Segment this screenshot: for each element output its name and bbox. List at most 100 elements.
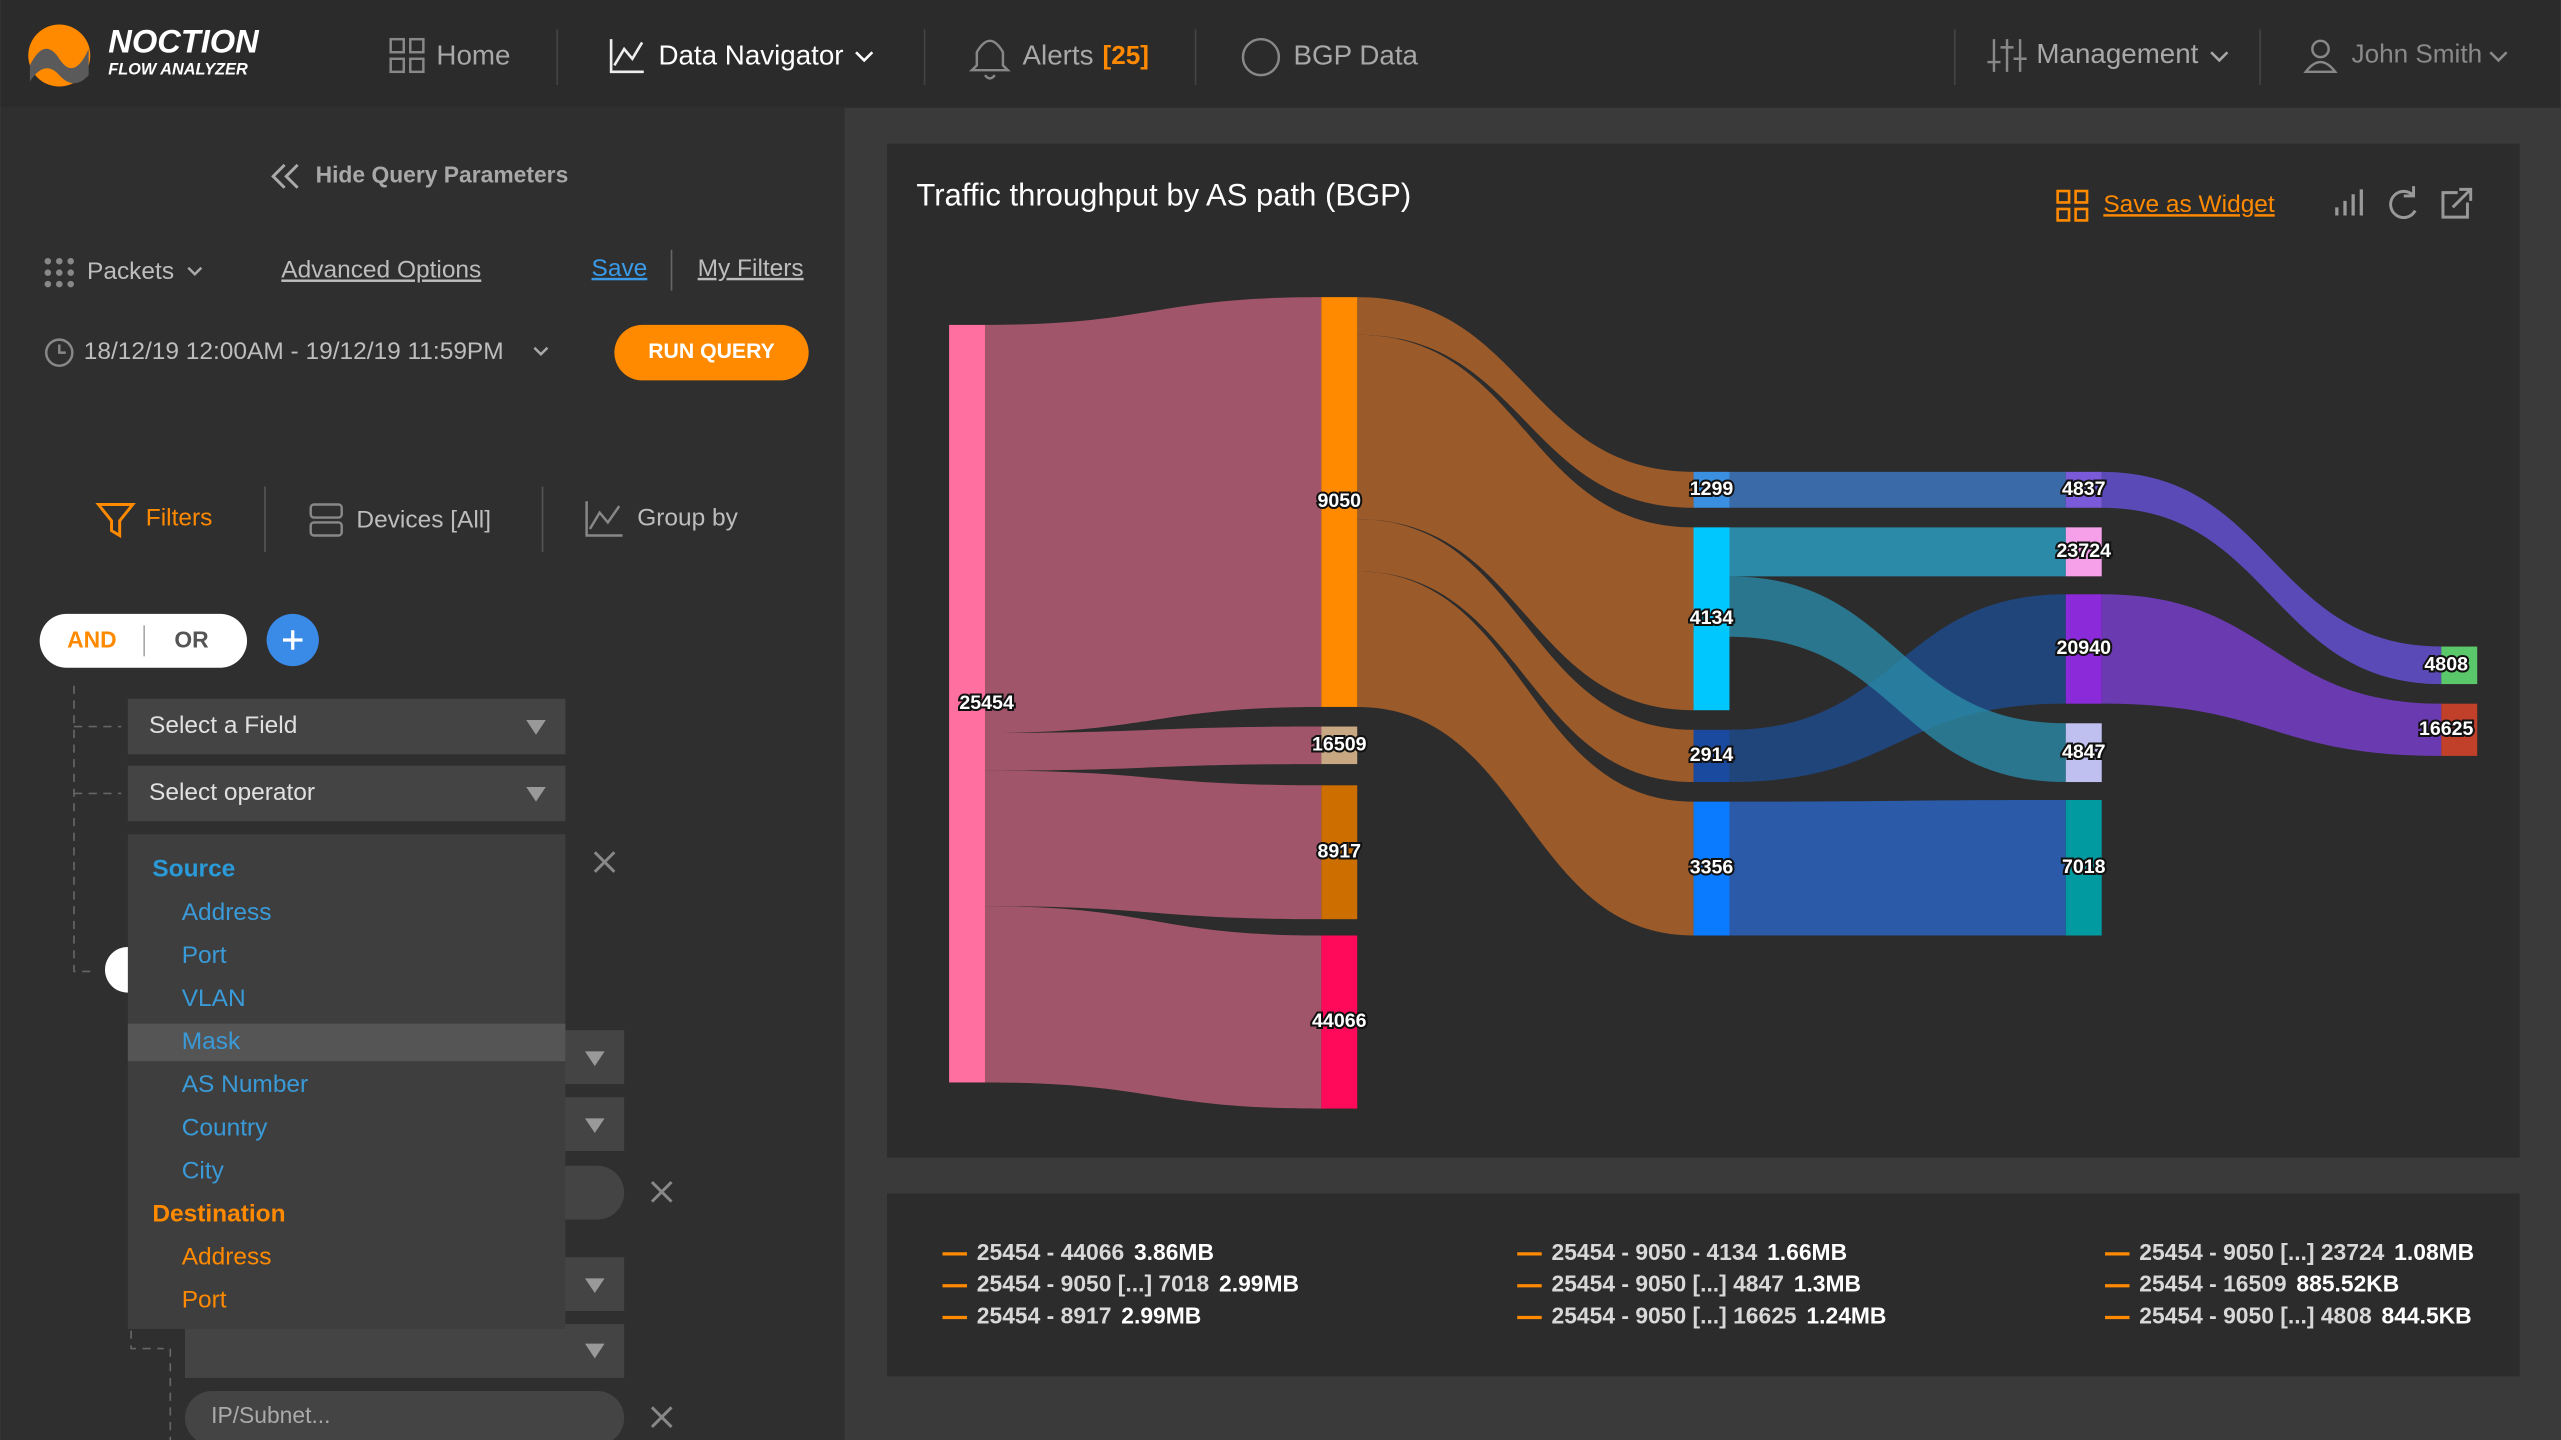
sankey-node bbox=[2065, 723, 2102, 783]
sankey-node bbox=[949, 324, 985, 1083]
sankey-link bbox=[1357, 571, 1694, 936]
devices-icon bbox=[309, 521, 343, 537]
caret bbox=[526, 786, 546, 802]
sankey-node bbox=[2065, 594, 2102, 704]
select-field-label: Select a Field bbox=[149, 712, 297, 739]
sankey-link bbox=[1729, 527, 2066, 577]
nav-management[interactable]: Management bbox=[2036, 38, 2198, 69]
save-widget[interactable]: Save as Widget bbox=[2103, 191, 2275, 218]
dropdown-item[interactable]: Address bbox=[182, 1244, 272, 1271]
home-icon bbox=[409, 57, 425, 74]
sankey-node bbox=[1693, 527, 1730, 711]
sankey-node bbox=[2441, 703, 2478, 756]
alerts-count: [25] bbox=[1103, 40, 1149, 70]
tab[interactable]: Devices [All] bbox=[356, 506, 491, 533]
remove-icon[interactable] bbox=[593, 851, 616, 873]
legend-entry: 25454 - 9050 [...] 16625 bbox=[1552, 1303, 1797, 1329]
management-icon bbox=[1987, 39, 2027, 72]
widget-icon bbox=[2056, 189, 2089, 222]
home-icon bbox=[389, 57, 405, 74]
save-link[interactable]: Save bbox=[592, 255, 648, 282]
select-empty[interactable] bbox=[184, 1324, 625, 1378]
dropdown-item[interactable]: Mask bbox=[182, 1028, 241, 1055]
dropdown-group: Source bbox=[152, 856, 235, 883]
node-label: 4808 bbox=[2424, 653, 2468, 675]
node-label: 8917 bbox=[1317, 840, 1361, 862]
legend-size: 1.66MB bbox=[1767, 1239, 1847, 1265]
legend-entry: 25454 - 9050 [...] 7018 bbox=[977, 1271, 1209, 1297]
dropdown-item[interactable]: VLAN bbox=[182, 985, 246, 1012]
sankey-link bbox=[1357, 519, 1694, 783]
caret bbox=[584, 1343, 605, 1359]
chevron bbox=[855, 51, 874, 63]
date-range[interactable]: 18/12/19 12:00AM - 19/12/19 11:59PM bbox=[84, 338, 504, 365]
sankey-link bbox=[1357, 297, 1694, 508]
dropdown-item[interactable]: Port bbox=[182, 1287, 227, 1314]
packets-select[interactable]: Packets bbox=[87, 258, 174, 285]
node-label: 25454 bbox=[959, 692, 1014, 714]
sankey-node bbox=[1693, 729, 1730, 783]
sankey-node bbox=[2065, 800, 2102, 936]
node-label: 4847 bbox=[2062, 741, 2106, 763]
legend-size: 1.3MB bbox=[1794, 1271, 1861, 1297]
top-nav bbox=[0, 0, 2561, 108]
dropdown-item[interactable]: Address bbox=[182, 899, 272, 926]
remove-icon[interactable] bbox=[650, 1181, 673, 1203]
nav-home[interactable]: Home bbox=[436, 39, 510, 70]
devices-icon bbox=[309, 503, 343, 519]
sankey-link bbox=[1357, 334, 1694, 711]
legend-size: 3.86MB bbox=[1134, 1239, 1214, 1265]
tree-line bbox=[73, 685, 122, 973]
bgp-icon bbox=[1241, 37, 1281, 77]
sankey-node bbox=[1693, 471, 1730, 508]
sankey-link bbox=[984, 297, 1322, 734]
remove-icon[interactable] bbox=[650, 1406, 673, 1428]
chevron bbox=[2489, 51, 2508, 63]
tab[interactable]: Group by bbox=[637, 505, 738, 532]
node-label: 3356 bbox=[1690, 857, 1734, 879]
brand-sub: FLOW ANALYZER bbox=[108, 61, 248, 79]
dropdown-item[interactable]: Country bbox=[182, 1114, 268, 1141]
dropdown-item[interactable]: AS Number bbox=[182, 1071, 308, 1098]
select-field[interactable] bbox=[127, 698, 566, 755]
refresh-icon[interactable] bbox=[2389, 186, 2417, 219]
and-option[interactable]: AND bbox=[67, 627, 117, 653]
sankey-node bbox=[1693, 801, 1730, 936]
nav-alerts[interactable]: Alerts bbox=[1023, 39, 1094, 70]
legend-entry: 25454 - 9050 [...] 4808 bbox=[2139, 1303, 2371, 1329]
hide-query[interactable]: Hide Query Parameters bbox=[316, 161, 569, 187]
legend-size: 2.99MB bbox=[1121, 1303, 1201, 1329]
sankey: 25454 9050 16509 8917 44066 1299 4134 2914 3356 4… bbox=[949, 297, 2478, 1109]
chart-type-icon[interactable] bbox=[2335, 189, 2363, 216]
nav-user[interactable]: John Smith bbox=[2352, 38, 2483, 68]
node-label: 16509 bbox=[1312, 733, 1367, 755]
sankey-node bbox=[1321, 297, 1358, 707]
dropdown-item[interactable]: Port bbox=[182, 942, 227, 969]
node-label: 2914 bbox=[1690, 744, 1734, 766]
my-filters[interactable]: My Filters bbox=[698, 255, 804, 282]
run-query-button[interactable] bbox=[614, 324, 809, 381]
or-option[interactable]: OR bbox=[174, 627, 209, 653]
legend-card bbox=[887, 1193, 2520, 1377]
caret bbox=[584, 1118, 605, 1134]
dropdown-item[interactable]: City bbox=[182, 1157, 225, 1184]
filter-icon bbox=[95, 503, 136, 539]
advanced-options[interactable]: Advanced Options bbox=[281, 256, 481, 283]
select-operator[interactable] bbox=[127, 765, 566, 822]
home-icon bbox=[409, 37, 425, 54]
bell-icon bbox=[968, 39, 1011, 80]
nav-data-navigator[interactable]: Data Navigator bbox=[658, 39, 843, 70]
user-icon bbox=[2303, 60, 2338, 74]
node-label: 16625 bbox=[2419, 718, 2474, 740]
plus-icon bbox=[282, 630, 303, 650]
legend-entry: 25454 - 44066 bbox=[977, 1239, 1124, 1265]
legend-size: 2.99MB bbox=[1219, 1271, 1299, 1297]
tab[interactable]: Filters bbox=[146, 505, 213, 532]
ip-placeholder: IP/Subnet... bbox=[211, 1402, 330, 1428]
export-icon[interactable] bbox=[2441, 187, 2473, 219]
node-label: 7018 bbox=[2062, 856, 2106, 878]
logo-wave bbox=[29, 48, 89, 84]
node-label: 20940 bbox=[2057, 637, 2112, 659]
nav-bgp[interactable]: BGP Data bbox=[1294, 39, 1419, 70]
ip-input[interactable] bbox=[184, 1391, 625, 1440]
